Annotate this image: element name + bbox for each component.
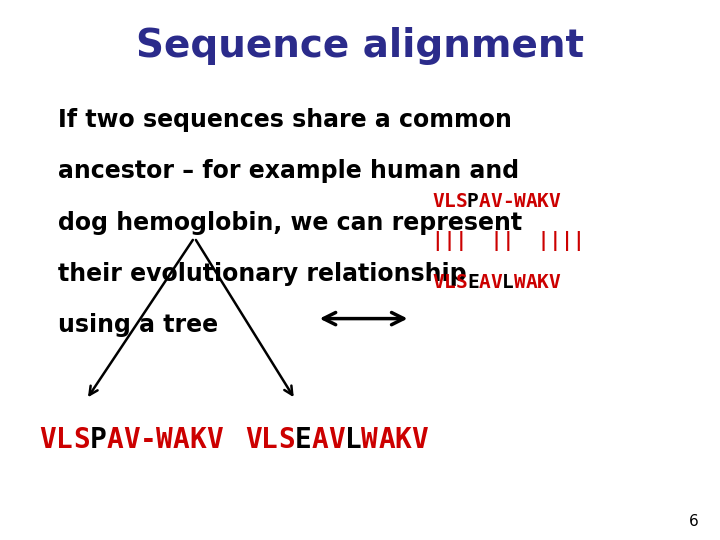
Text: V: V: [490, 273, 502, 292]
Text: V: V: [549, 192, 560, 211]
Text: E: E: [467, 273, 479, 292]
Text: A: A: [107, 426, 123, 454]
Text: V: V: [123, 426, 140, 454]
Text: A: A: [173, 426, 189, 454]
Text: L: L: [444, 192, 456, 211]
Text: Sequence alignment: Sequence alignment: [136, 27, 584, 65]
Text: 6: 6: [688, 514, 698, 529]
Text: -: -: [140, 426, 156, 454]
Text: A: A: [526, 192, 537, 211]
Text: K: K: [189, 426, 207, 454]
Text: A: A: [312, 426, 328, 454]
Text: L: L: [345, 426, 361, 454]
Text: W: W: [156, 426, 173, 454]
Text: P: P: [467, 192, 479, 211]
Text: V: V: [411, 426, 428, 454]
Text: L: L: [444, 273, 456, 292]
Text: A: A: [479, 273, 490, 292]
Text: L: L: [56, 426, 73, 454]
Text: K: K: [537, 273, 549, 292]
Text: their evolutionary relationship: their evolutionary relationship: [58, 262, 467, 286]
Text: E: E: [294, 426, 312, 454]
Text: V: V: [245, 426, 261, 454]
Text: using a tree: using a tree: [58, 313, 217, 337]
Text: K: K: [395, 426, 412, 454]
Text: A: A: [378, 426, 395, 454]
Text: V: V: [40, 426, 56, 454]
Text: If two sequences share a common: If two sequences share a common: [58, 108, 511, 132]
Text: S: S: [73, 426, 90, 454]
Text: dog hemoglobin, we can represent: dog hemoglobin, we can represent: [58, 211, 522, 234]
Text: S: S: [278, 426, 295, 454]
Text: L: L: [261, 426, 278, 454]
Text: V: V: [328, 426, 345, 454]
Text: ancestor – for example human and: ancestor – for example human and: [58, 159, 518, 183]
Text: P: P: [89, 426, 107, 454]
Text: W: W: [361, 426, 378, 454]
Text: V: V: [549, 273, 560, 292]
Text: W: W: [513, 192, 526, 211]
Text: W: W: [513, 273, 526, 292]
Text: -: -: [502, 192, 514, 211]
Text: L: L: [502, 273, 514, 292]
Text: S: S: [455, 273, 467, 292]
Text: V: V: [432, 273, 444, 292]
Text: V: V: [432, 192, 444, 211]
Text: A: A: [479, 192, 490, 211]
Text: K: K: [537, 192, 549, 211]
Text: V: V: [206, 426, 223, 454]
Text: A: A: [526, 273, 537, 292]
Text: S: S: [455, 192, 467, 211]
Text: |||  ||  ||||: ||| || ||||: [432, 231, 585, 251]
Text: V: V: [490, 192, 502, 211]
